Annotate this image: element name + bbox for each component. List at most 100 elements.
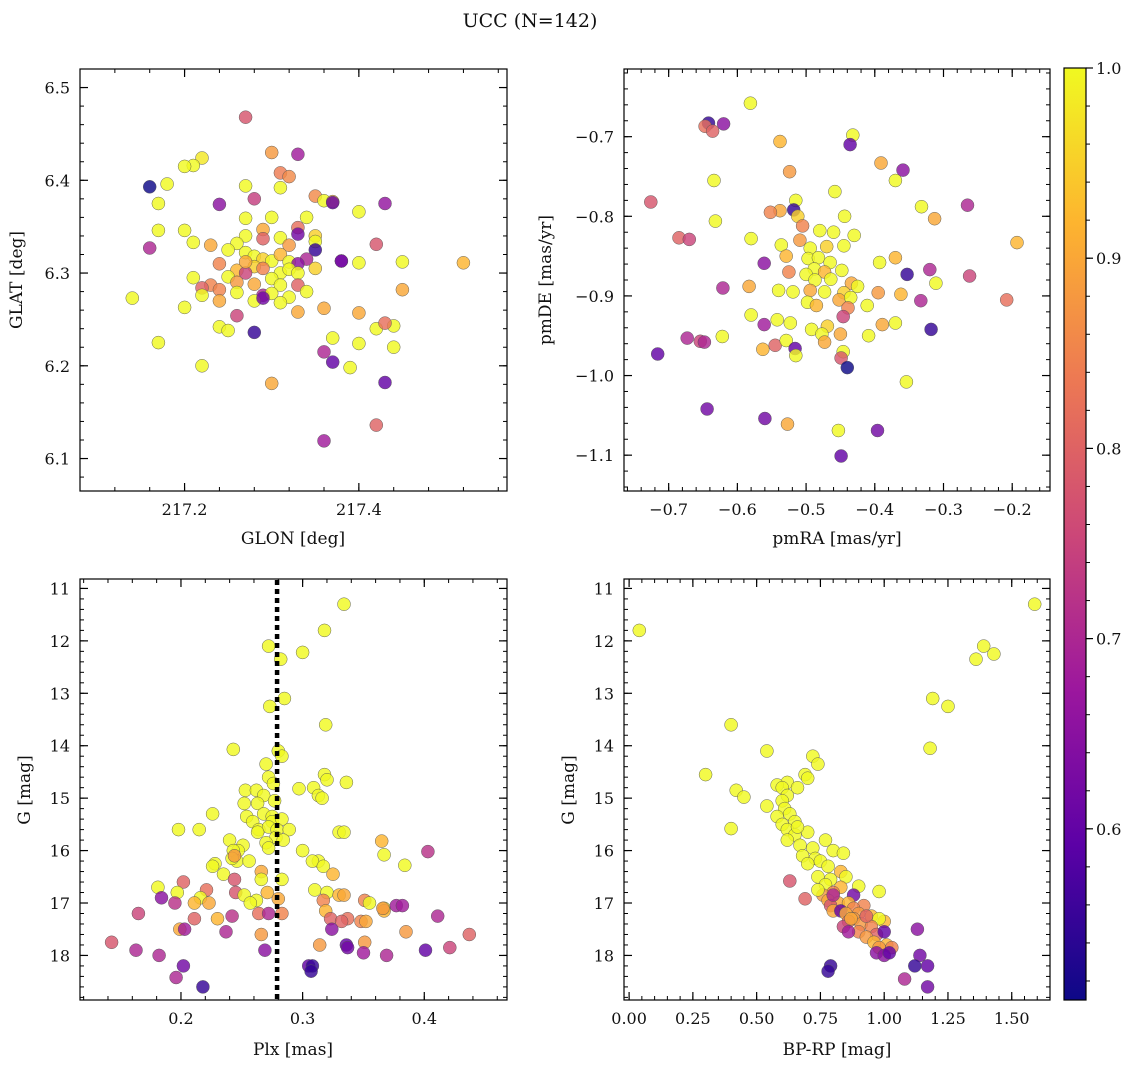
data-point xyxy=(395,282,410,297)
data-point xyxy=(308,883,322,897)
data-point xyxy=(337,888,351,902)
data-point xyxy=(317,345,331,359)
data-point xyxy=(176,959,191,973)
y-tick-label: 18 xyxy=(50,946,70,965)
data-point xyxy=(315,791,329,805)
data-point xyxy=(230,308,244,323)
data-point xyxy=(899,375,914,389)
data-point xyxy=(705,124,720,138)
data-point xyxy=(216,867,231,881)
data-point xyxy=(227,872,242,887)
data-point xyxy=(304,964,318,978)
data-point xyxy=(205,807,220,821)
data-point xyxy=(824,272,838,286)
x-tick-label: 0.75 xyxy=(803,1009,839,1028)
data-point xyxy=(378,375,392,390)
data-point xyxy=(359,914,373,929)
colorbar-tick-label: 1.0 xyxy=(1096,59,1121,78)
data-point xyxy=(743,96,758,110)
data-point xyxy=(800,771,815,785)
sky-points xyxy=(125,110,471,448)
y-tick-label: 16 xyxy=(50,842,70,861)
data-point xyxy=(783,316,798,330)
data-point xyxy=(227,849,242,863)
data-point xyxy=(177,223,192,238)
data-point xyxy=(238,211,253,226)
data-point xyxy=(230,285,244,300)
data-point xyxy=(369,418,384,432)
x-tick-label: 1.25 xyxy=(930,1009,966,1028)
data-point xyxy=(129,943,143,957)
data-point xyxy=(680,331,694,345)
data-point xyxy=(877,925,891,939)
data-point xyxy=(195,151,209,165)
data-point xyxy=(276,833,290,847)
data-point xyxy=(920,959,935,973)
data-point xyxy=(724,718,738,732)
y-tick-label: −0.9 xyxy=(575,287,614,306)
y-tick-label: 15 xyxy=(50,789,70,808)
data-point xyxy=(837,239,851,253)
data-point xyxy=(793,233,807,247)
data-point xyxy=(821,859,835,874)
data-point xyxy=(786,285,800,299)
y-tick-label: 17 xyxy=(50,894,70,913)
data-point xyxy=(273,295,288,310)
data-point xyxy=(923,741,937,756)
data-point xyxy=(999,293,1014,307)
data-point xyxy=(821,964,835,978)
data-point xyxy=(192,822,206,837)
data-point xyxy=(760,744,774,758)
data-point xyxy=(317,434,331,448)
pm-x-axis-label: pmRA [mas/yr] xyxy=(772,529,901,549)
y-tick-label: 16 xyxy=(594,842,614,861)
data-point xyxy=(212,197,227,212)
data-point xyxy=(716,117,731,131)
data-point xyxy=(152,948,166,963)
x-tick-label: −0.5 xyxy=(787,500,826,519)
data-point xyxy=(826,225,841,239)
data-point xyxy=(803,283,817,298)
data-point xyxy=(430,909,445,923)
data-point xyxy=(273,231,288,245)
data-point xyxy=(187,911,202,926)
data-point xyxy=(833,327,848,341)
data-point xyxy=(277,691,292,706)
data-point xyxy=(650,347,665,361)
data-point xyxy=(219,925,233,939)
data-point xyxy=(861,328,876,343)
data-point xyxy=(369,237,384,252)
data-point xyxy=(399,925,413,939)
data-point xyxy=(850,279,865,294)
data-point xyxy=(744,308,758,322)
x-tick-label: 217.2 xyxy=(162,500,208,519)
data-point xyxy=(282,238,296,252)
data-point xyxy=(817,335,832,349)
data-point xyxy=(811,757,825,771)
data-point xyxy=(1010,235,1024,250)
data-point xyxy=(756,342,770,357)
data-point xyxy=(742,279,756,294)
y-tick-label: −0.8 xyxy=(575,207,614,226)
data-point xyxy=(925,691,940,706)
data-point xyxy=(196,980,210,994)
data-point xyxy=(316,859,331,874)
data-point xyxy=(362,896,377,910)
y-tick-label: 18 xyxy=(594,946,614,965)
data-point xyxy=(795,219,810,233)
data-point xyxy=(263,699,277,714)
data-point xyxy=(969,652,983,666)
data-point xyxy=(697,335,712,349)
data-point xyxy=(376,901,390,916)
data-point xyxy=(395,898,410,913)
colorbar-ticks: 0.6 0.7 0.8 0.9 1.0 xyxy=(1086,59,1121,982)
data-point xyxy=(987,647,1001,661)
data-point xyxy=(780,833,795,847)
data-point xyxy=(291,227,305,241)
cmd-y-axis-label: G [mag] xyxy=(559,755,579,824)
data-point xyxy=(320,773,334,787)
plx-points xyxy=(104,597,477,994)
data-point xyxy=(291,305,305,319)
data-point xyxy=(195,359,209,373)
